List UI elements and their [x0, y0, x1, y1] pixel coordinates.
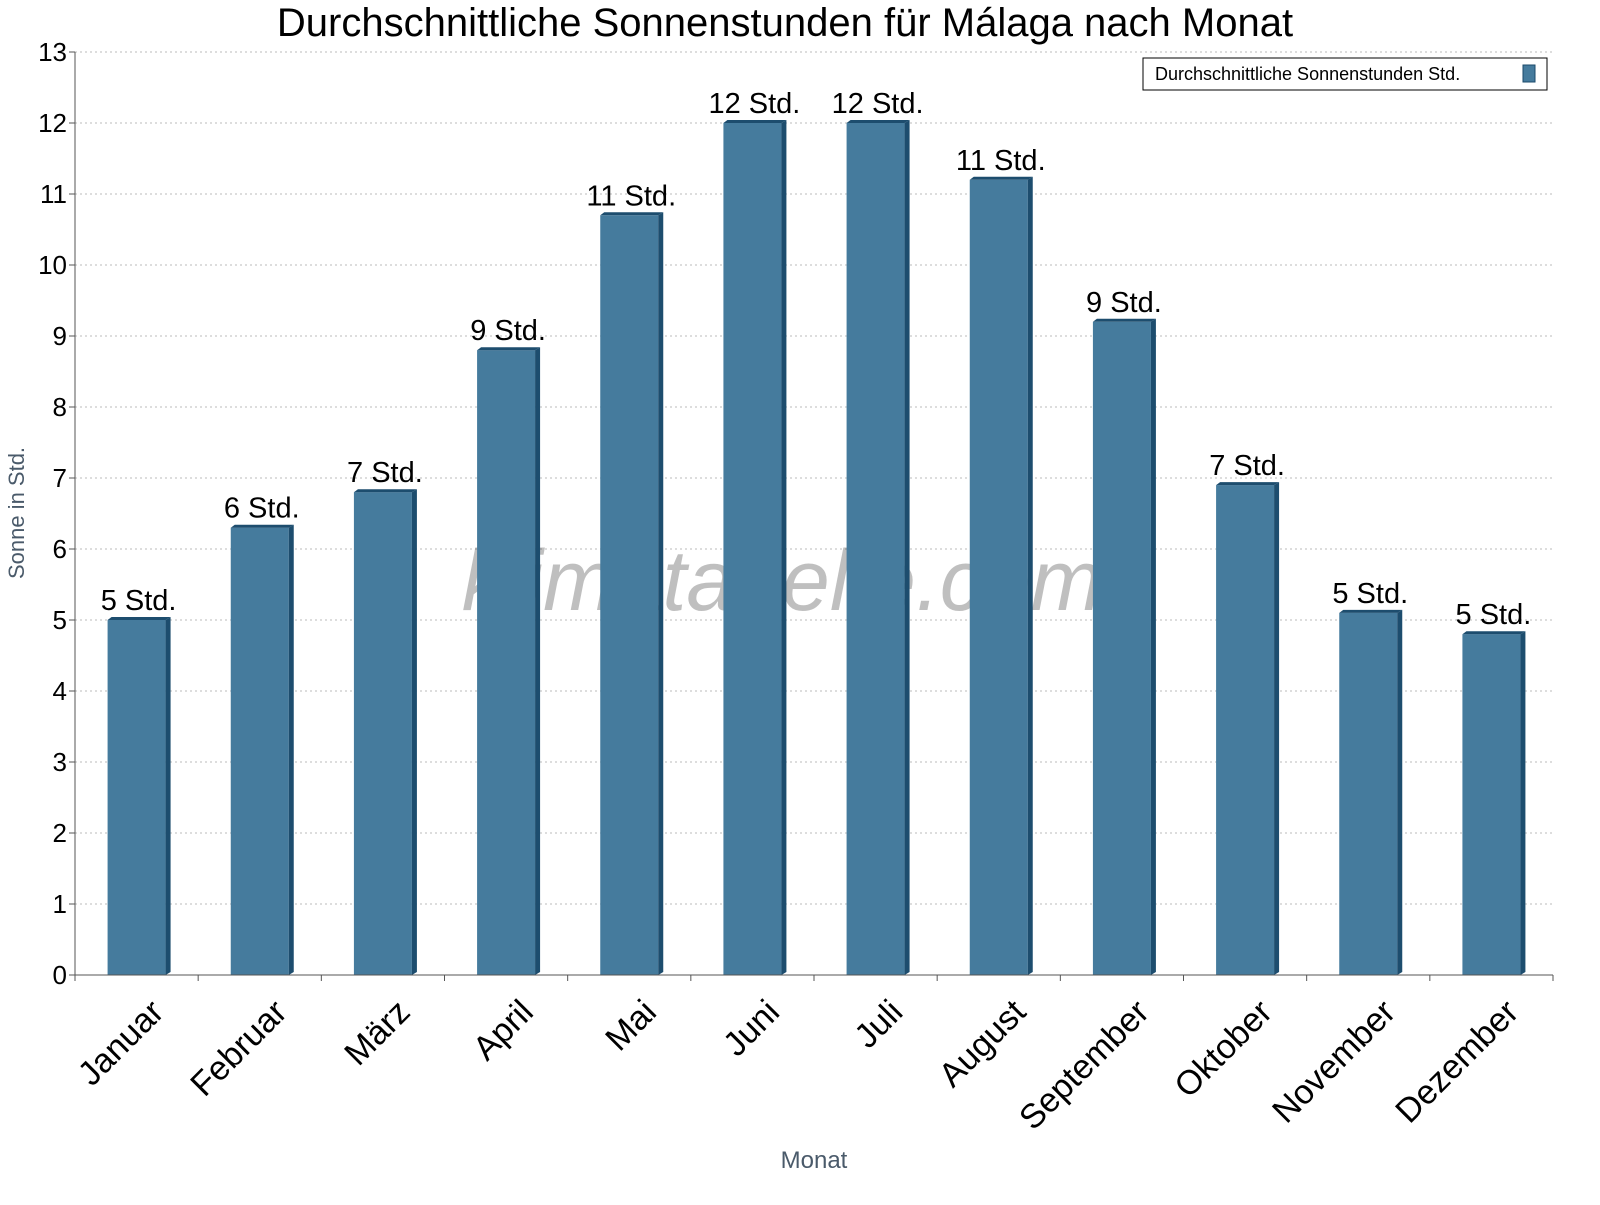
bar-group: 12 Std. [832, 88, 924, 975]
x-axis-label: Monat [781, 1147, 848, 1174]
bar-group: 5 Std. [1456, 599, 1532, 975]
bar-group: 7 Std. [1209, 450, 1285, 975]
bar-side [1027, 176, 1033, 976]
data-label: 11 Std. [586, 180, 676, 212]
bar [1462, 634, 1521, 975]
bar-top [1092, 318, 1156, 322]
legend: Durchschnittliche Sonnenstunden Std. [1142, 57, 1548, 91]
legend-label: Durchschnittliche Sonnenstunden Std. [1155, 64, 1460, 84]
bar [107, 620, 166, 975]
y-tick-label: 4 [53, 676, 67, 706]
y-tick-label: 13 [38, 37, 67, 67]
x-tick-label: September [1012, 993, 1156, 1137]
bar-group: 11 Std. [586, 180, 676, 976]
data-label: 9 Std. [470, 315, 546, 347]
bar-side [1150, 318, 1156, 975]
bar-group: 9 Std. [1086, 287, 1162, 975]
bar [230, 527, 289, 975]
y-tick-label: 0 [53, 960, 67, 990]
data-label: 12 Std. [832, 88, 924, 120]
y-tick-label: 2 [53, 818, 67, 848]
x-tick-label: März [337, 993, 417, 1073]
bar-group: 6 Std. [224, 493, 300, 975]
bar-group: 5 Std. [1332, 578, 1408, 975]
bar-top [723, 120, 787, 123]
legend-swatch [1522, 64, 1536, 83]
x-tick-label: August [932, 992, 1034, 1094]
bar [1216, 485, 1275, 975]
y-axis-label: Sonne in Std. [4, 447, 29, 579]
data-label: 5 Std. [101, 585, 177, 617]
bar-top [846, 120, 910, 123]
data-label: 11 Std. [956, 145, 1046, 177]
bar-group: 9 Std. [470, 315, 546, 975]
data-label: 12 Std. [708, 88, 800, 120]
x-tick-label: Juli [847, 993, 910, 1056]
bar-side [781, 120, 787, 975]
bar [969, 179, 1028, 976]
grid-lines [75, 51, 1553, 905]
x-tick-label: November [1265, 993, 1403, 1131]
bar-top [353, 489, 417, 493]
data-label: 5 Std. [1456, 599, 1532, 631]
bar-side [535, 347, 541, 975]
y-tick-label: 5 [53, 605, 67, 635]
data-label: 5 Std. [1332, 578, 1408, 610]
y-tick-label: 7 [53, 463, 67, 493]
bar [1339, 612, 1398, 975]
data-label: 6 Std. [224, 493, 300, 525]
data-label: 9 Std. [1086, 287, 1162, 319]
bar-side [658, 212, 664, 976]
bar-side [1274, 482, 1280, 975]
y-tick-label: 10 [38, 250, 67, 280]
y-tick-label: 6 [53, 534, 67, 564]
bar-side [904, 120, 910, 975]
bar-top [230, 524, 294, 528]
x-tick-label: April [466, 993, 541, 1068]
bar-side [411, 489, 417, 975]
y-tick-label: 1 [53, 889, 67, 919]
bar-top [477, 347, 541, 351]
bar-side [288, 524, 294, 975]
bar-group: 5 Std. [101, 585, 177, 975]
bar [723, 123, 782, 975]
bar-side [165, 617, 171, 975]
y-tick-label: 8 [53, 392, 67, 422]
chart-title: Durchschnittliche Sonnenstunden für Mála… [277, 1, 1293, 45]
x-tick-label: Dezember [1388, 993, 1526, 1131]
bar [846, 123, 905, 975]
bar-top [600, 212, 664, 216]
bar [1092, 321, 1151, 975]
bar-top [1462, 631, 1526, 635]
data-label: 7 Std. [1209, 450, 1285, 482]
bar-top [1216, 482, 1280, 486]
x-tick-label: Februar [183, 993, 294, 1104]
bar-group: 7 Std. [347, 457, 423, 975]
bar [477, 350, 536, 975]
y-tick-label: 9 [53, 321, 67, 351]
bar-top [969, 176, 1033, 180]
x-tick-label: Mai [598, 993, 664, 1059]
bar-side [1397, 609, 1403, 975]
y-tick-label: 11 [40, 179, 67, 209]
y-tick-label: 3 [53, 747, 67, 777]
bars: 5 Std. 6 Std. 7 Std. 9 Std. 11 Std. 12 Std. 12… [101, 88, 1532, 976]
bar [353, 492, 412, 975]
y-tick-label: 12 [38, 108, 67, 138]
bar-top [1339, 609, 1403, 613]
x-tick-label: Juni [716, 993, 787, 1064]
bar-group: 11 Std. [956, 145, 1046, 976]
bar-top [107, 617, 171, 620]
x-tick-label: Oktober [1167, 993, 1279, 1105]
bar-side [1520, 631, 1526, 975]
data-label: 7 Std. [347, 457, 423, 489]
x-tick-label: Januar [71, 993, 171, 1093]
bar-group: 12 Std. [708, 88, 800, 975]
bar [600, 215, 659, 976]
